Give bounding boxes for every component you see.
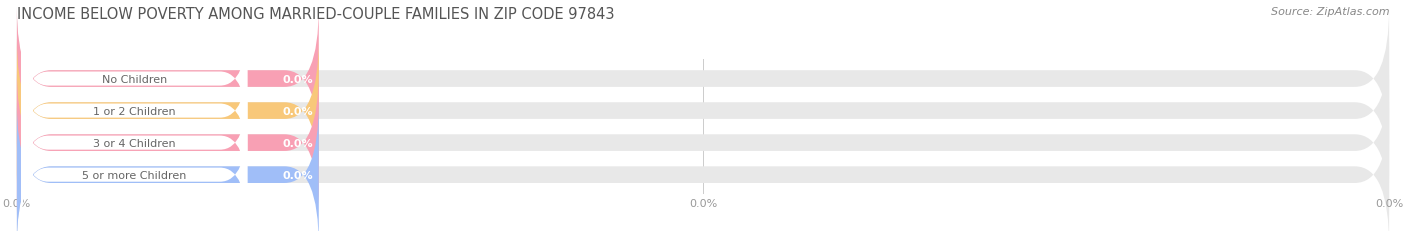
FancyBboxPatch shape: [17, 40, 1389, 182]
FancyBboxPatch shape: [21, 54, 247, 168]
Text: 3 or 4 Children: 3 or 4 Children: [93, 138, 176, 148]
FancyBboxPatch shape: [17, 72, 319, 214]
FancyBboxPatch shape: [21, 22, 247, 136]
Text: 0.0%: 0.0%: [283, 106, 314, 116]
FancyBboxPatch shape: [17, 8, 319, 151]
Text: 1 or 2 Children: 1 or 2 Children: [93, 106, 176, 116]
Text: INCOME BELOW POVERTY AMONG MARRIED-COUPLE FAMILIES IN ZIP CODE 97843: INCOME BELOW POVERTY AMONG MARRIED-COUPL…: [17, 7, 614, 22]
Text: 0.0%: 0.0%: [283, 74, 314, 84]
Text: 0.0%: 0.0%: [283, 138, 314, 148]
FancyBboxPatch shape: [17, 103, 1389, 231]
FancyBboxPatch shape: [17, 72, 1389, 214]
Text: Source: ZipAtlas.com: Source: ZipAtlas.com: [1271, 7, 1389, 17]
Text: 0.0%: 0.0%: [283, 170, 314, 180]
FancyBboxPatch shape: [21, 86, 247, 200]
FancyBboxPatch shape: [17, 8, 1389, 151]
Text: No Children: No Children: [101, 74, 167, 84]
FancyBboxPatch shape: [21, 118, 247, 231]
FancyBboxPatch shape: [17, 103, 319, 231]
Text: 5 or more Children: 5 or more Children: [82, 170, 187, 180]
FancyBboxPatch shape: [17, 40, 319, 182]
